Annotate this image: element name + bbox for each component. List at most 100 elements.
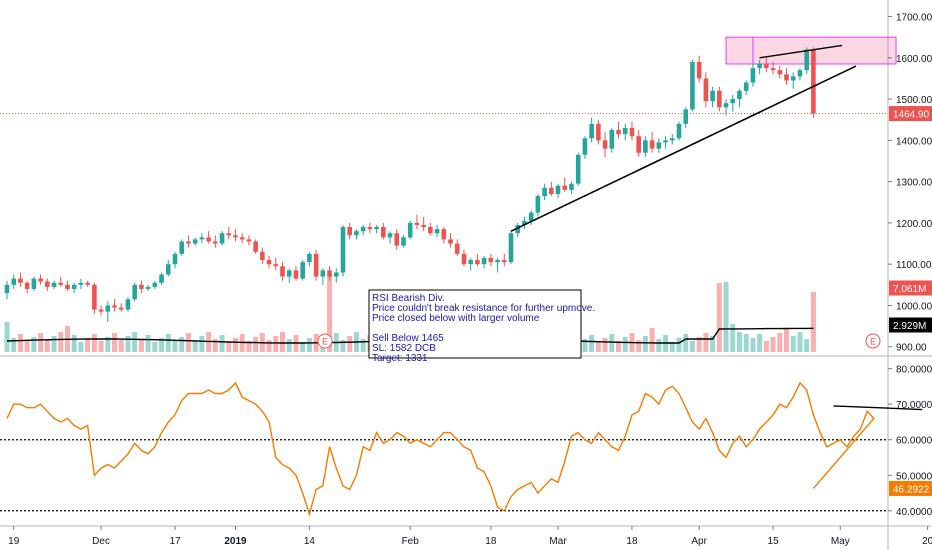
volume-bar bbox=[703, 333, 709, 352]
rsi-badge-bg bbox=[889, 480, 932, 496]
x-axis-label: 18 bbox=[626, 536, 638, 547]
price-axis-label: 1700.00 bbox=[896, 13, 932, 24]
candle-body bbox=[777, 70, 783, 75]
volume-bar bbox=[327, 274, 333, 352]
volume-bar bbox=[78, 342, 84, 352]
rsi-axis-label: 40.0000 bbox=[896, 507, 932, 518]
candle-body bbox=[690, 61, 695, 110]
x-axis-label: 19 bbox=[8, 536, 20, 547]
candle-body bbox=[575, 154, 581, 184]
volume-bar bbox=[710, 336, 716, 352]
volume-bar bbox=[595, 342, 601, 352]
volume-bar bbox=[770, 337, 776, 352]
candle-body bbox=[515, 224, 521, 234]
price-axis-label: 1400.00 bbox=[896, 136, 932, 147]
volume-badge-high: 7.061M bbox=[893, 284, 926, 295]
candle-body bbox=[589, 123, 594, 139]
volume-bar bbox=[58, 332, 64, 352]
volume-bar bbox=[696, 337, 702, 352]
x-axis-label: Feb bbox=[402, 536, 420, 547]
price-badge: 1464.90 bbox=[893, 110, 930, 121]
price-axis-label: 1600.00 bbox=[896, 54, 932, 65]
candle-body bbox=[112, 305, 117, 308]
volume-bar bbox=[589, 335, 595, 352]
candle-body bbox=[562, 185, 568, 190]
volume-bar bbox=[179, 337, 185, 352]
earnings-marker-label: E bbox=[322, 337, 328, 347]
volume-bar bbox=[790, 336, 796, 352]
candle-body bbox=[764, 63, 769, 69]
candle-body bbox=[11, 278, 17, 285]
candle-body bbox=[656, 142, 662, 149]
volume-bar bbox=[112, 333, 118, 352]
candle-body bbox=[18, 278, 23, 283]
candle-body bbox=[327, 270, 332, 277]
candle-body bbox=[629, 127, 635, 137]
volume-bar bbox=[750, 338, 756, 352]
candle-body bbox=[717, 90, 722, 108]
candle-body bbox=[784, 74, 789, 81]
rsi-divergence-line bbox=[833, 405, 923, 411]
volume-bar bbox=[689, 341, 695, 352]
volume-bar bbox=[253, 337, 259, 352]
earnings-marker-label: E bbox=[870, 337, 876, 347]
volume-bar bbox=[340, 340, 346, 352]
candle-body bbox=[602, 140, 608, 149]
volume-bar bbox=[51, 336, 57, 352]
volume-bar bbox=[306, 338, 312, 352]
price-axis-label: 1200.00 bbox=[896, 219, 932, 230]
candle-body bbox=[428, 227, 433, 234]
volume-bar bbox=[266, 340, 272, 352]
candle-body bbox=[434, 229, 440, 234]
volume-bar bbox=[797, 332, 803, 352]
candle-body bbox=[233, 235, 238, 238]
volume-bar bbox=[716, 283, 722, 352]
candle-body bbox=[528, 212, 534, 221]
x-axis-label: Mar bbox=[549, 536, 567, 547]
candle-body bbox=[381, 227, 386, 238]
candle-body bbox=[31, 278, 37, 289]
candle-body bbox=[213, 241, 218, 244]
volume-bar bbox=[804, 339, 810, 352]
volume-bar bbox=[232, 338, 238, 352]
candle-body bbox=[737, 90, 742, 100]
volume-badge-high-bg bbox=[889, 280, 932, 296]
volume-bar bbox=[609, 334, 615, 352]
volume-bar bbox=[582, 339, 588, 352]
volume-bar bbox=[98, 341, 104, 352]
price-badge-bg bbox=[889, 106, 932, 122]
x-axis-label: May bbox=[831, 536, 850, 547]
candle-body bbox=[723, 103, 729, 108]
volume-bar bbox=[24, 341, 30, 352]
volume-bar bbox=[642, 336, 648, 352]
volume-bar bbox=[85, 338, 91, 352]
volume-bar bbox=[636, 340, 642, 352]
candle-body bbox=[454, 243, 460, 254]
candle-body bbox=[300, 262, 305, 279]
candle-body bbox=[132, 284, 137, 300]
candle-body bbox=[340, 227, 346, 273]
annotation-line: Price closed below with larger volume bbox=[372, 313, 540, 324]
volume-bar bbox=[152, 342, 158, 352]
candle-body bbox=[172, 253, 178, 265]
candle-body bbox=[71, 284, 77, 289]
candle-body bbox=[118, 307, 124, 310]
volume-bar bbox=[172, 341, 178, 352]
rsi-axis-label: 70.0000 bbox=[896, 400, 932, 411]
volume-bar bbox=[212, 339, 218, 352]
x-axis-label: 18 bbox=[485, 536, 497, 547]
candle-body bbox=[38, 278, 43, 282]
volume-bar bbox=[71, 335, 77, 352]
candle-body bbox=[239, 237, 245, 240]
candle-body bbox=[253, 241, 258, 252]
volume-bar bbox=[730, 324, 736, 352]
candle-body bbox=[260, 251, 265, 261]
volume-badge-ma: 2.929M bbox=[893, 321, 926, 332]
volume-bar bbox=[360, 339, 366, 352]
candle-body bbox=[636, 136, 641, 153]
candle-body bbox=[394, 233, 400, 246]
candle-body bbox=[481, 257, 487, 265]
volume-bar bbox=[132, 332, 138, 352]
